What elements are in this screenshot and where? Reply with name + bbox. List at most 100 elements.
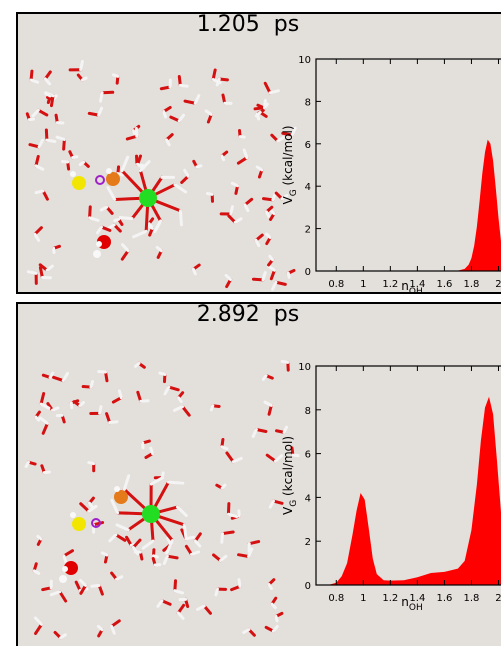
water-molecule: [267, 578, 276, 590]
x-tick-label: 1.4: [409, 279, 425, 290]
water-molecule: [107, 223, 122, 233]
red-atom: [64, 561, 78, 575]
water-molecule: [133, 361, 146, 369]
water-molecule: [54, 113, 65, 125]
water-molecule: [270, 596, 278, 610]
plot-frame: [315, 365, 501, 586]
water-molecule: [87, 496, 95, 509]
water-molecule: [162, 105, 172, 119]
free-energy-area: [316, 139, 501, 271]
water-molecule: [39, 392, 51, 410]
water-molecule: [36, 534, 43, 546]
water-molecule: [177, 75, 189, 88]
water-molecule: [280, 359, 290, 372]
time-unit: ps: [273, 302, 300, 327]
water-molecule: [230, 578, 242, 592]
water-molecule: [33, 226, 43, 242]
water-molecule: [211, 68, 222, 85]
time-unit: ps: [273, 12, 300, 37]
water-molecule: [99, 205, 114, 215]
water-molecule: [269, 208, 276, 221]
water-molecule: [53, 630, 67, 640]
water-molecule: [25, 112, 35, 122]
water-molecule: [227, 214, 243, 224]
water-molecule: [111, 73, 120, 85]
water-molecule: [26, 270, 38, 285]
water-molecule: [87, 106, 104, 117]
time-value: 2.892: [196, 302, 260, 327]
water-molecule: [247, 540, 261, 553]
water-molecule: [34, 189, 49, 201]
water-molecule: [76, 73, 88, 82]
water-molecule: [220, 438, 229, 451]
water-molecule: [265, 453, 284, 463]
water-molecule: [226, 502, 239, 519]
yellow-atom: [72, 517, 86, 531]
water-molecule: [49, 590, 68, 603]
water-molecule: [146, 223, 154, 237]
water-molecule: [268, 499, 284, 509]
water-molecule: [255, 165, 264, 179]
water-molecule: [38, 263, 54, 272]
y-axis-label: VG (kcal/mol): [281, 125, 299, 204]
hydrogen-atom: [106, 168, 112, 174]
water-molecule: [281, 126, 297, 137]
water-molecule: [220, 150, 229, 162]
y-tick-label: 0: [305, 581, 311, 592]
water-molecule: [33, 616, 44, 635]
water-molecule: [192, 159, 203, 169]
water-molecule: [41, 579, 53, 592]
water-molecule: [193, 532, 202, 548]
water-molecule: [214, 587, 228, 597]
water-molecule: [90, 583, 104, 596]
water-molecule: [251, 271, 267, 282]
y-tick-label: 2: [305, 225, 311, 236]
water-molecule: [243, 197, 254, 213]
central-ion-atom: [139, 189, 157, 207]
hydrogen-atom: [114, 486, 120, 492]
orange-atom: [114, 490, 128, 504]
water-molecule: [46, 402, 60, 412]
water-molecule: [105, 412, 119, 425]
time-value: 1.205: [196, 12, 260, 37]
water-molecule: [44, 92, 52, 105]
water-molecule: [78, 160, 90, 168]
water-molecule: [95, 225, 112, 235]
hydrogen-atom: [62, 566, 68, 572]
water-molecule: [155, 245, 163, 259]
water-molecule: [133, 550, 144, 561]
water-molecule: [88, 205, 100, 222]
water-molecule: [237, 129, 246, 139]
y-tick-label: 10: [298, 362, 311, 373]
water-molecule: [221, 93, 233, 105]
water-molecule: [116, 165, 124, 177]
x-tick-label: 1: [360, 279, 366, 290]
water-molecule: [31, 108, 49, 118]
water-molecule: [151, 548, 159, 559]
x-tick-label: 1.2: [382, 593, 398, 604]
x-axis-label: nOH: [401, 595, 422, 613]
y-tick-label: 8: [305, 97, 311, 108]
water-molecule: [236, 148, 249, 165]
water-molecule: [274, 191, 289, 201]
water-molecule: [267, 264, 277, 281]
water-molecule: [178, 597, 190, 608]
hydrogen-atom: [96, 241, 102, 247]
water-molecule: [136, 390, 150, 403]
water-molecule: [215, 483, 227, 490]
water-molecule: [96, 624, 104, 638]
x-tick-label: 0.8: [328, 593, 344, 604]
purple-atom: [91, 518, 101, 528]
water-molecule: [286, 268, 296, 279]
water-molecule: [184, 544, 201, 556]
time-label: 1.205 ps: [18, 12, 478, 37]
water-molecule: [196, 604, 212, 615]
water-molecule: [62, 549, 75, 566]
water-molecule: [97, 370, 109, 383]
water-molecule: [34, 154, 45, 171]
y-tick-label: 6: [305, 450, 311, 461]
x-tick-label: 1.2: [382, 279, 398, 290]
water-molecule: [61, 159, 71, 171]
central-ion-atom: [142, 505, 160, 523]
water-molecule: [38, 266, 52, 280]
